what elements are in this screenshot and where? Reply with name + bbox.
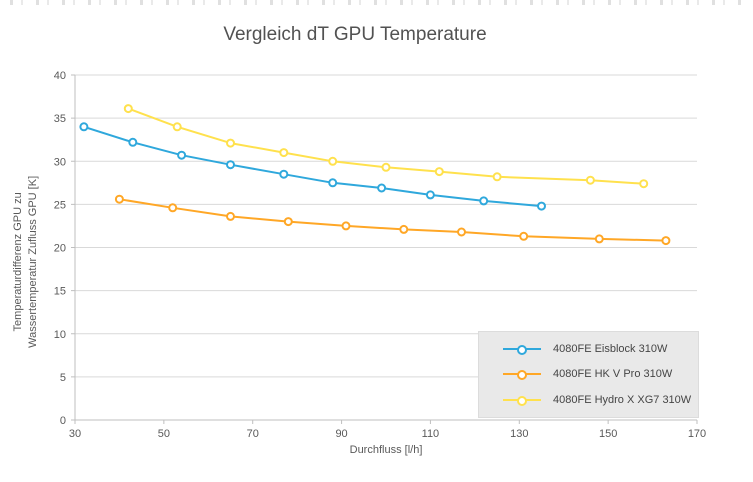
y-tick-label: 35	[54, 113, 66, 125]
data-point-marker	[328, 178, 338, 188]
data-point-marker	[425, 190, 435, 200]
legend-marker-dot	[517, 370, 527, 381]
data-point-marker	[279, 169, 289, 179]
x-tick-label: 50	[158, 428, 170, 440]
legend-item-hk-v-pro: 4080FE HK V Pro 310W	[503, 368, 698, 381]
legend-marker-dot	[517, 396, 527, 407]
data-point-marker	[168, 203, 178, 213]
series-line	[82, 125, 543, 208]
axes	[71, 74, 698, 424]
series-4080fe-hk-v-pro-310w	[114, 194, 671, 246]
data-point-marker	[457, 227, 466, 237]
data-point-marker	[594, 234, 604, 244]
data-point-marker	[279, 148, 289, 158]
legend-item-hydro-x: 4080FE Hydro X XG7 310W	[503, 394, 698, 407]
data-point-marker	[123, 104, 133, 114]
y-tick-label: 5	[60, 372, 66, 384]
legend-label: 4080FE HK V Pro 310W	[553, 368, 673, 381]
data-point-marker	[128, 137, 138, 147]
y-tick-label: 15	[54, 286, 66, 298]
data-point-marker	[519, 231, 529, 241]
data-point-marker	[226, 138, 235, 148]
series-line	[127, 107, 645, 185]
data-point-marker	[328, 156, 338, 166]
data-point-marker	[639, 179, 649, 189]
legend-label: 4080FE Hydro X XG7 310W	[553, 394, 692, 407]
cropped-content-top	[10, 0, 743, 5]
y-tick-label: 40	[54, 70, 66, 82]
x-tick-label: 170	[688, 428, 706, 440]
series-4080fe-hydro-x-xg7-310w	[123, 104, 649, 189]
legend-marker-line	[503, 396, 541, 407]
x-tick-label: 30	[69, 428, 81, 440]
y-tick-label: 10	[54, 329, 66, 341]
x-axis-label: Durchfluss [l/h]	[349, 444, 423, 456]
legend-item-eisblock: 4080FE Eisblock 310W	[503, 343, 698, 355]
y-tick-label: 30	[54, 156, 66, 168]
series-line	[118, 198, 667, 242]
data-point-marker	[661, 236, 671, 246]
legend-marker-dot	[517, 344, 527, 355]
data-point-marker	[479, 196, 489, 206]
data-point-marker	[492, 172, 502, 182]
data-point-marker	[377, 183, 387, 193]
x-tick-label: 110	[422, 428, 440, 440]
y-tick-label: 0	[60, 415, 66, 427]
x-tick-label: 90	[335, 428, 347, 440]
data-point-marker	[537, 201, 546, 211]
data-point-marker	[381, 162, 391, 172]
data-point-marker	[114, 194, 124, 204]
data-point-marker	[226, 160, 235, 170]
data-point-marker	[177, 150, 187, 160]
data-point-marker	[79, 122, 89, 132]
data-point-marker	[434, 167, 444, 177]
data-point-marker	[226, 211, 235, 221]
chart-title: Vergleich dT GPU Temperature	[223, 24, 487, 45]
y-tick-label: 25	[54, 199, 66, 211]
legend-marker-line	[503, 370, 541, 381]
gridlines	[75, 74, 697, 378]
x-tick-label: 150	[599, 428, 617, 440]
series-4080fe-eisblock-310w	[79, 122, 546, 211]
legend-marker-line	[503, 344, 541, 355]
tick-labels: 30 50 70 90 110 130 150 170 0 5 10 15 20 25 30 35 40	[54, 70, 706, 440]
x-tick-label: 130	[510, 428, 528, 440]
data-point-marker	[399, 224, 409, 234]
x-tick-label: 70	[247, 428, 259, 440]
legend: 4080FE Eisblock 310W 4080FE HK V Pro 310…	[478, 331, 699, 418]
y-tick-label: 20	[54, 243, 66, 255]
legend-label: 4080FE Eisblock 310W	[553, 342, 668, 355]
data-point-marker	[341, 221, 351, 231]
data-point-marker	[585, 175, 595, 185]
data-point-marker	[283, 217, 293, 227]
data-point-marker	[172, 122, 182, 132]
